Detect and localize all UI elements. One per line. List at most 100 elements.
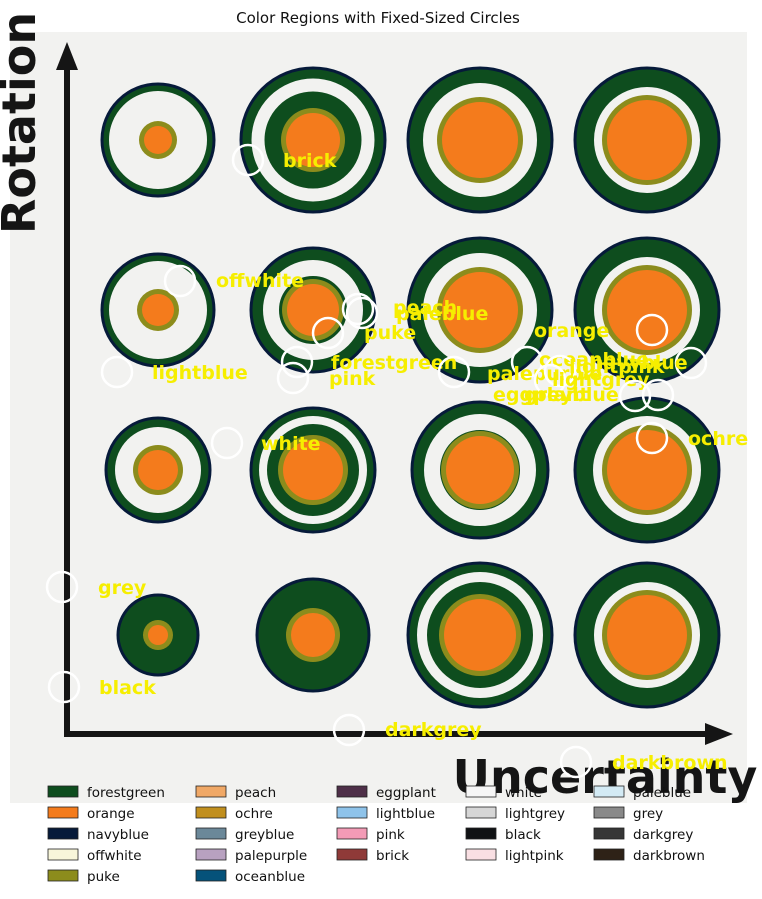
legend-swatch (465, 806, 497, 819)
swirl-core (144, 126, 172, 154)
legend-swatch (465, 848, 497, 861)
swirl-gap (424, 414, 536, 526)
legend-label: navyblue (87, 827, 149, 843)
legend-swatch (336, 806, 368, 819)
legend-item-darkbrown: darkbrown (593, 848, 705, 864)
annotation-circle-darkbrown (559, 745, 593, 779)
annotation-label-greyblue: greyblue (524, 384, 619, 406)
swirl-core (291, 613, 335, 657)
legend-label: black (505, 827, 541, 843)
swirl-cell (406, 66, 554, 214)
swirl-grid (100, 66, 721, 709)
swirl-gap (251, 78, 375, 202)
annotation-circle-grey (45, 570, 79, 604)
legend-item-puke: puke (47, 869, 120, 885)
legend-label: ochre (235, 806, 273, 822)
legend-label: orange (87, 806, 135, 822)
legend-label: puke (87, 869, 120, 885)
swirl-cell (410, 400, 550, 540)
legend-item-pink: pink (336, 827, 405, 843)
swirl-core (442, 272, 518, 348)
swirl-cell (573, 561, 721, 709)
annotation-label-paleblue: paleblue (396, 303, 488, 325)
legend-item-oceanblue: oceanblue (195, 869, 305, 885)
legend: forestgreen orange navyblue offwhite puke pea… (47, 785, 705, 885)
annotation-circle-lightpink (543, 354, 577, 388)
legend-label: darkbrown (633, 848, 705, 864)
annotation-circle-greyblue (641, 378, 675, 412)
annotation-label-black: black (99, 677, 156, 699)
legend-item-peach: peach (195, 785, 276, 801)
legend-label: eggplant (376, 785, 436, 801)
legend-label: offwhite (87, 848, 142, 864)
legend-item-offwhite: offwhite (47, 848, 142, 864)
legend-item-white: white (465, 785, 542, 801)
legend-swatch (336, 785, 368, 798)
annotation-label-orange: orange (534, 320, 609, 342)
legend-item-black: black (465, 827, 541, 843)
annotation-circle-oceanblue (510, 345, 544, 379)
annotation-circle-offwhite (163, 264, 197, 298)
legend-item-navyblue: navyblue (47, 827, 149, 843)
swirl-core (446, 436, 514, 504)
annotation-circle-brick (231, 143, 265, 177)
swirl-core (444, 599, 516, 671)
annotation-label-offwhite: offwhite (216, 270, 304, 292)
swirl-core (607, 430, 687, 510)
annotation-circle-forestgreen (280, 345, 314, 379)
annotation-label-darkbrown: darkbrown (612, 752, 728, 774)
swirl-core (287, 284, 339, 336)
legend-label: oceanblue (235, 869, 305, 885)
annotation-circle-orange (635, 313, 669, 347)
swirl-gap (417, 572, 543, 698)
swirl-core (283, 440, 343, 500)
swirl-cell (100, 252, 216, 368)
annotation-circle-puke (311, 316, 345, 350)
legend-label: peach (235, 785, 276, 801)
legend-label: palepurple (235, 848, 307, 864)
swirl-core (286, 113, 340, 167)
legend-item-greyblue: greyblue (195, 827, 294, 843)
legend-swatch (195, 827, 227, 840)
legend-swatch (465, 785, 497, 798)
legend-label: paleblue (633, 785, 691, 801)
annotation-label-oceanblue: oceanblue (539, 349, 649, 371)
annotation-label-lightblue: lightblue (152, 362, 248, 384)
legend-swatch (336, 848, 368, 861)
legend-swatch (593, 848, 625, 861)
legend-item-ochre: ochre (195, 806, 273, 822)
swirl-cell (100, 82, 216, 198)
annotation-label-navyblue: navyblue (590, 352, 688, 374)
legend-swatch (593, 806, 625, 819)
swirl-cell (406, 236, 554, 384)
legend-swatch (593, 785, 625, 798)
swirl-cell (104, 416, 212, 524)
legend-swatch (195, 806, 227, 819)
plot-area: Rotation Uncertainty brickoffwhitepeachp… (0, 12, 757, 804)
legend-item-palepurple: palepurple (195, 848, 307, 864)
legend-label: grey (633, 806, 663, 822)
legend-item-orange: orange (47, 806, 135, 822)
chart-title: Color Regions with Fixed-Sized Circles (236, 9, 520, 27)
legend-swatch (47, 848, 79, 861)
legend-item-brick: brick (336, 848, 409, 864)
annotation-circle-lightgrey (533, 363, 567, 397)
annotation-circle-peach (341, 292, 375, 326)
swirl-cell (249, 246, 377, 374)
axes: Rotation Uncertainty (0, 12, 757, 804)
swirl-cell (249, 406, 377, 534)
annotation-label-peach: peach (393, 297, 457, 319)
annotation-label-forestgreen: forestgreen (331, 352, 457, 374)
legend-item-eggplant: eggplant (336, 785, 436, 801)
legend-item-lightpink: lightpink (465, 848, 564, 864)
legend-swatch (195, 869, 227, 882)
y-axis-arrowhead (56, 42, 78, 70)
swirl-core (607, 595, 687, 675)
legend-swatch (336, 827, 368, 840)
annotation-circle-eggplant (618, 379, 652, 413)
swirl-core (442, 102, 518, 178)
swirl-core (148, 625, 168, 645)
legend-item-paleblue: paleblue (593, 785, 691, 801)
